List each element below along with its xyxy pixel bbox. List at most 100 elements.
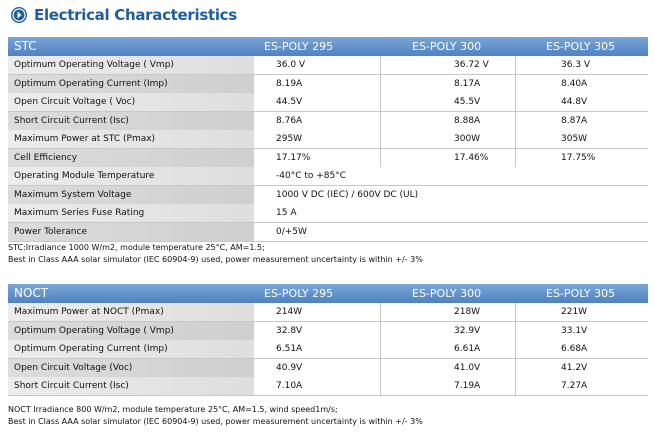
cell-value: 8.19A bbox=[276, 78, 303, 89]
cell-value: 8.17A bbox=[454, 78, 481, 89]
cell-value: 214W bbox=[276, 307, 303, 317]
footnote: STC:Irradiance 1000 W/m2, module tempera… bbox=[8, 243, 265, 252]
row-label: Power Tolerance bbox=[8, 222, 254, 241]
table-row: Short Circuit Current (Isc) 8.76A 8.88A 8.8… bbox=[8, 111, 648, 131]
cell-value: 1000 V DC (IEC) / 600V DC (UL) bbox=[276, 189, 419, 200]
cell-value: 17.75% bbox=[561, 152, 596, 163]
column-header: ES-POLY 305 bbox=[546, 287, 616, 300]
table-row: Power Tolerance 0/+5W bbox=[8, 222, 648, 242]
title: Electrical Characteristics bbox=[34, 6, 237, 24]
row-label: Maximum Power at NOCT (Pmax) bbox=[8, 303, 254, 321]
column-separator bbox=[380, 93, 381, 111]
column-header: ES-POLY 295 bbox=[264, 287, 334, 300]
column-header: ES-POLY 300 bbox=[412, 287, 482, 300]
cell-value: 6.51A bbox=[276, 344, 303, 354]
cell-value: 45.5V bbox=[454, 97, 481, 107]
footnote: Best in Class AAA solar simulator (IEC 6… bbox=[8, 255, 423, 264]
cell-value: 6.68A bbox=[561, 344, 588, 354]
row-label: Optimum Operating Voltage ( Vmp) bbox=[8, 56, 254, 74]
table-row: Open Circuit Voltage (Voc) 40.9V 41.0V 41.2… bbox=[8, 358, 648, 378]
column-separator bbox=[380, 340, 381, 358]
cell-value: 295W bbox=[276, 134, 303, 144]
table-header: NOCT ES-POLY 295 ES-POLY 300 ES-POLY 305 bbox=[8, 284, 648, 303]
column-separator bbox=[515, 321, 516, 340]
cell-value: 41.0V bbox=[454, 362, 481, 373]
cell-value: 40.9V bbox=[276, 362, 303, 373]
column-separator bbox=[515, 56, 516, 74]
cell-value: 17.17% bbox=[276, 152, 311, 163]
column-separator bbox=[515, 303, 516, 321]
cell-value: 6.61A bbox=[454, 344, 481, 354]
row-label: Operating Module Temperature bbox=[8, 167, 254, 185]
cell-value: 32.9V bbox=[454, 325, 481, 336]
column-header: ES-POLY 295 bbox=[264, 40, 334, 53]
cell-value: 8.76A bbox=[276, 115, 303, 126]
table-row: Maximum Power at STC (Pmax) 295W 300W 305W bbox=[8, 130, 648, 149]
column-separator bbox=[515, 377, 516, 395]
cell-value: 36.0 V bbox=[276, 60, 306, 70]
footnote: Best in Class AAA solar simulator (IEC 6… bbox=[8, 417, 423, 426]
cell-value: 7.10A bbox=[276, 381, 303, 391]
row-label: Maximum Power at STC (Pmax) bbox=[8, 130, 254, 148]
cell-value: 218W bbox=[454, 307, 481, 317]
row-label: Short Circuit Current (Isc) bbox=[8, 111, 254, 130]
cell-value: 36.72 V bbox=[454, 60, 489, 70]
table-row: Optimum Operating Voltage ( Vmp) 36.0 V 36… bbox=[8, 56, 648, 75]
cell-value: 221W bbox=[561, 307, 588, 317]
column-separator bbox=[380, 130, 381, 148]
row-label: Optimum Operating Voltage ( Vmp) bbox=[8, 321, 254, 340]
row-label: Short Circuit Current (Isc) bbox=[8, 377, 254, 395]
cell-value: 8.40A bbox=[561, 78, 588, 89]
table-header: STC ES-POLY 295 ES-POLY 300 ES-POLY 305 bbox=[8, 37, 648, 56]
table-row: Maximum Power at NOCT (Pmax) 214W 218W 221W bbox=[8, 303, 648, 322]
row-label: Open Circuit Voltage (Voc) bbox=[8, 358, 254, 377]
cell-value: 32.8V bbox=[276, 325, 303, 336]
title-icon bbox=[11, 7, 27, 23]
table-row: Operating Module Temperature -40°C to +85… bbox=[8, 167, 648, 186]
row-label: Maximum Series Fuse Rating bbox=[8, 204, 254, 222]
column-separator bbox=[515, 148, 516, 167]
cell-value: 7.19A bbox=[454, 381, 481, 391]
row-label: Optimum Operating Current (Imp) bbox=[8, 74, 254, 93]
column-header: ES-POLY 305 bbox=[546, 40, 616, 53]
cell-value: 8.88A bbox=[454, 115, 481, 126]
row-label: Optimum Operating Current (Imp) bbox=[8, 340, 254, 358]
column-separator bbox=[515, 93, 516, 111]
cell-value: 0/+5W bbox=[276, 226, 307, 237]
cell-value: 305W bbox=[561, 134, 588, 144]
cell-value: 15 A bbox=[276, 208, 297, 218]
column-separator bbox=[380, 56, 381, 74]
column-separator bbox=[515, 130, 516, 148]
cell-value: 44.5V bbox=[276, 97, 303, 107]
column-separator bbox=[515, 74, 516, 93]
column-separator bbox=[380, 377, 381, 395]
table-row: Optimum Operating Current (Imp) 8.19A 8.17… bbox=[8, 74, 648, 94]
column-separator bbox=[380, 303, 381, 321]
section-label: NOCT bbox=[14, 286, 49, 300]
column-separator bbox=[380, 148, 381, 167]
cell-value: 7.27A bbox=[561, 381, 588, 391]
footnote: NOCT Irradiance 800 W/m2, module tempera… bbox=[8, 405, 338, 414]
cell-value: 44.8V bbox=[561, 97, 588, 107]
cell-value: 33.1V bbox=[561, 325, 588, 336]
table-row: Short Circuit Current (Isc) 7.10A 7.19A 7.2… bbox=[8, 377, 648, 396]
cell-value: -40°C to +85°C bbox=[276, 171, 347, 181]
column-header: ES-POLY 300 bbox=[412, 40, 482, 53]
section-label: STC bbox=[14, 39, 37, 53]
column-separator bbox=[380, 74, 381, 93]
table-row: Cell Efficiency 17.17% 17.46% 17.75% bbox=[8, 148, 648, 168]
row-label: Cell Efficiency bbox=[8, 148, 254, 167]
cell-value: 36.3 V bbox=[561, 60, 591, 70]
cell-value: 8.87A bbox=[561, 115, 588, 126]
table-row: Maximum Series Fuse Rating 15 A bbox=[8, 204, 648, 223]
column-separator bbox=[380, 111, 381, 130]
column-separator bbox=[380, 358, 381, 377]
table-row: Open Circuit Voltage ( Voc) 44.5V 45.5V 44.… bbox=[8, 93, 648, 112]
column-separator bbox=[515, 358, 516, 377]
column-separator bbox=[380, 321, 381, 340]
row-label: Open Circuit Voltage ( Voc) bbox=[8, 93, 254, 111]
row-label: Maximum System Voltage bbox=[8, 185, 254, 204]
cell-value: 41.2V bbox=[561, 362, 588, 373]
column-separator bbox=[515, 111, 516, 130]
